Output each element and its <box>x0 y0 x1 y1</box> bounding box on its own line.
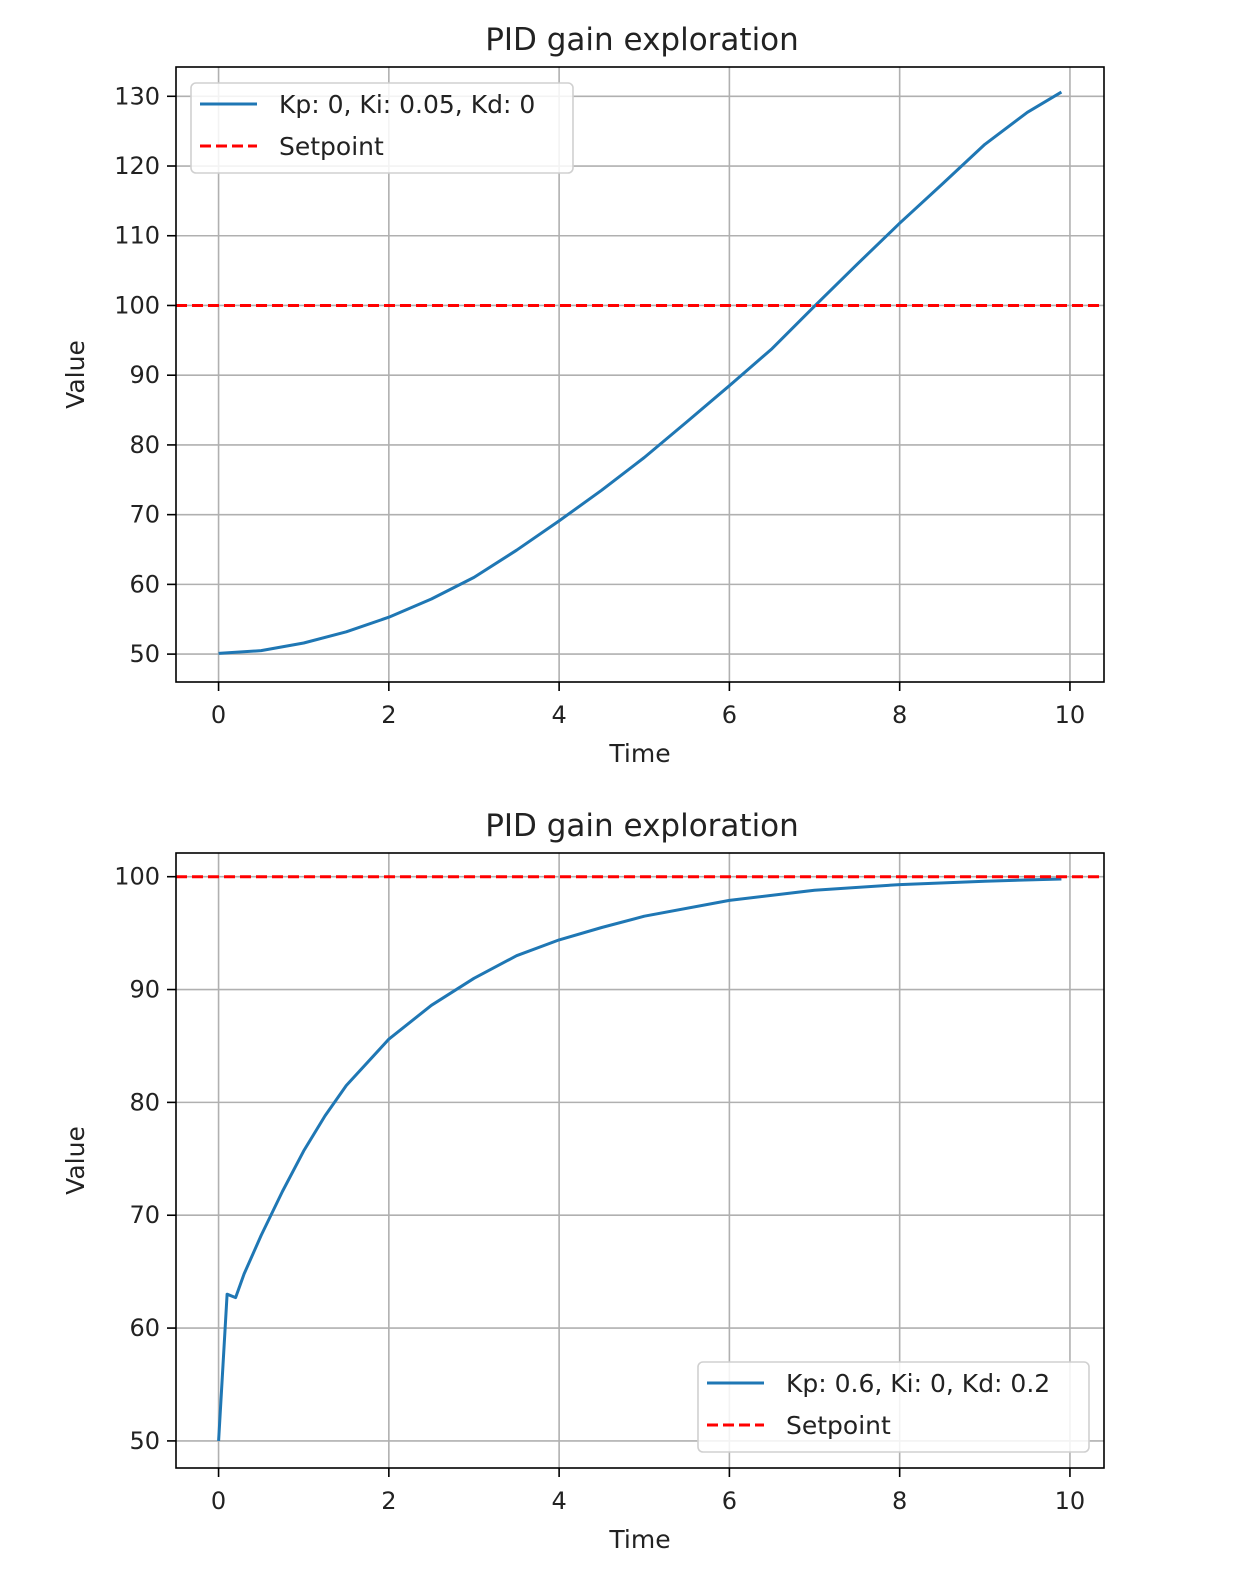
legend-label: Setpoint <box>279 132 384 161</box>
x-tick-label: 8 <box>892 701 907 729</box>
y-tick-label: 50 <box>129 1427 160 1455</box>
chart-title: PID gain exploration <box>485 808 799 844</box>
response-line <box>218 90 1063 655</box>
y-axis-label: Value <box>61 1126 90 1195</box>
y-tick-label: 130 <box>114 82 160 110</box>
x-tick-label: 8 <box>892 1487 907 1515</box>
x-tick-label: 0 <box>211 701 226 729</box>
chart-panel-2: 0 2 4 6 8 10 50 60 70 80 90 100 PID gain exploration… <box>61 808 1105 1554</box>
response-line <box>217 877 1062 1441</box>
x-axis-label: Time <box>608 739 670 768</box>
legend-label: Kp: 0.6, Ki: 0, Kd: 0.2 <box>786 1369 1050 1398</box>
y-tick-label: 60 <box>129 1314 160 1342</box>
y-tick-label: 80 <box>129 431 160 459</box>
x-tick-label: 10 <box>1055 701 1086 729</box>
y-axis-label: Value <box>61 340 90 409</box>
legend: Kp: 0.6, Ki: 0, Kd: 0.2 Setpoint <box>697 1361 1090 1453</box>
y-tick-label: 70 <box>129 501 160 529</box>
x-tick-label: 2 <box>381 1487 396 1515</box>
x-tick-label: 10 <box>1055 1487 1086 1515</box>
legend-box <box>190 82 574 174</box>
x-tick-label: 0 <box>211 1487 226 1515</box>
y-tick-label: 120 <box>114 152 160 180</box>
x-tick-label: 2 <box>381 701 396 729</box>
axes-frame <box>175 66 1105 683</box>
x-tick-label: 6 <box>722 701 737 729</box>
chart-title: PID gain exploration <box>485 22 799 58</box>
axes-frame <box>175 852 1105 1469</box>
y-tick-label: 90 <box>129 361 160 389</box>
y-tick-label: 80 <box>129 1088 160 1116</box>
y-tick-label: 60 <box>129 570 160 598</box>
y-tick-label: 110 <box>114 222 160 250</box>
x-tick-label: 4 <box>551 1487 566 1515</box>
y-tick-label: 70 <box>129 1201 160 1229</box>
legend-label: Setpoint <box>786 1411 891 1440</box>
x-tick-label: 4 <box>551 701 566 729</box>
legend-box <box>697 1361 1090 1453</box>
legend: Kp: 0, Ki: 0.05, Kd: 0 Setpoint <box>190 82 574 174</box>
y-tick-label: 100 <box>114 863 160 891</box>
chart-panel-1: 0 2 4 6 8 10 50 60 70 80 90 100 110 120 130 PID gain ex… <box>61 22 1105 768</box>
x-tick-label: 6 <box>722 1487 737 1515</box>
y-tick-label: 50 <box>129 640 160 668</box>
y-tick-label: 100 <box>114 291 160 319</box>
y-tick-label: 90 <box>129 976 160 1004</box>
x-axis-label: Time <box>608 1525 670 1554</box>
legend-label: Kp: 0, Ki: 0.05, Kd: 0 <box>279 90 535 119</box>
